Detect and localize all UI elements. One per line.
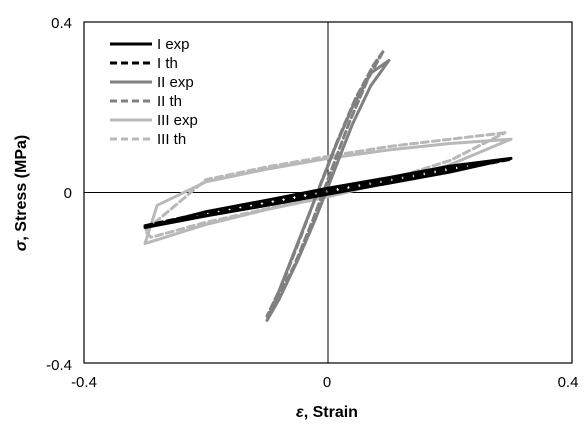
y-tick-label: -0.4 [46, 357, 72, 374]
series-layer [143, 50, 513, 322]
x-tick-label: -0.4 [71, 374, 97, 391]
y-axis-title: σ, Stress (MPa) [13, 135, 30, 251]
series-line-ii-th [265, 50, 385, 318]
legend-label: III exp [157, 112, 198, 129]
legend-label: II exp [157, 74, 194, 91]
series-line-i-th [143, 157, 513, 228]
legend-label: II th [157, 93, 182, 110]
legend-label: III th [157, 131, 186, 148]
legend-label: I exp [157, 36, 190, 53]
x-axis-label: , Strain [304, 404, 358, 421]
y-tick-label: 0 [64, 185, 72, 202]
legend-label: I th [157, 55, 178, 72]
x-tick-label: 0.4 [558, 374, 579, 391]
x-tick-label: 0 [323, 374, 331, 391]
legend: I exp I th II exp II th III exp III th [110, 36, 198, 148]
x-axis-symbol: ε [296, 404, 304, 421]
x-axis-title: ε, Strain [296, 404, 358, 421]
y-axis-label: , Stress (MPa) [13, 135, 30, 241]
y-axis-symbol: σ [13, 239, 30, 251]
y-tick-label: 0.4 [51, 15, 72, 32]
